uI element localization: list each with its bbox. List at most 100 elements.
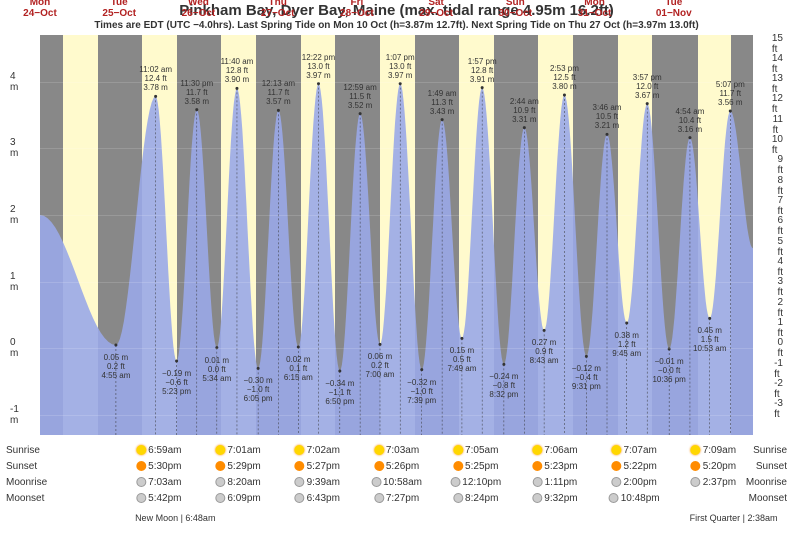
tide-extremum-label: 3:57 pm12.0 ft3.67 m (633, 73, 662, 100)
day-header: Tue25−Oct (80, 0, 159, 19)
sunrise-row: SunriseSunrise6:59am7:01am7:02am7:03am7:… (0, 445, 793, 461)
y-tick-m: 4 m (10, 71, 18, 93)
moonset-time: 10:48pm (609, 493, 660, 504)
moonrise-icon (450, 477, 460, 487)
tide-extremum-label: 1:07 pm13.0 ft3.97 m (386, 53, 415, 80)
moonrise-time: 10:58am (371, 477, 422, 488)
sunrise-time: 7:09am (691, 445, 736, 456)
y-tick-m: 1 m (10, 271, 18, 293)
day-header: Fri28−Oct (317, 0, 396, 19)
sunset-icon (532, 461, 542, 471)
moonrise-icon (136, 477, 146, 487)
sunrise-icon (215, 445, 225, 455)
moonrise-row: Moonrise Moonrise 7:03am 8:20am 9:39am 10:58a… (0, 477, 793, 493)
tide-extremum-label: 0.15 m0.5 ft7:49 am (447, 346, 476, 373)
y-tick-ft: 2 ft (777, 297, 783, 319)
y-tick-m: 3 m (10, 137, 18, 159)
y-tick-ft: 12 ft (772, 93, 783, 115)
tide-extremum-label: 0.27 m0.9 ft8:43 am (530, 338, 559, 365)
y-tick-ft: -3 ft (774, 398, 783, 420)
y-tick-ft: 14 ft (772, 53, 783, 75)
moonset-icon (374, 493, 384, 503)
tide-extremum-label: −0.24 m−0.8 ft8:32 pm (489, 372, 518, 399)
moonset-time: 7:27pm (374, 493, 419, 504)
moonset-time: 9:32pm (532, 493, 577, 504)
sunset-icon (611, 461, 621, 471)
sunrise-icon (136, 445, 146, 455)
tide-extremum-label: 2:44 am10.9 ft3.31 m (510, 97, 539, 124)
day-header: Thu27−Oct (238, 0, 317, 19)
sunrise-label: Sunrise (753, 445, 787, 456)
moonset-row: MoonsetMoonset5:42pm6:09pm6:43pm7:27pm8:… (0, 493, 793, 509)
moonrise-time: 12:10pm (450, 477, 501, 488)
sunrise-time: 7:06am (532, 445, 577, 456)
sunset-icon (691, 461, 701, 471)
tide-extremum-label: −0.19 m−0.6 ft5:23 pm (162, 369, 191, 396)
moonrise-time: 2:00pm (611, 477, 656, 488)
sunrise-time: 7:01am (215, 445, 260, 456)
y-tick-m: 2 m (10, 204, 18, 226)
tide-extremum-label: 1:49 am11.3 ft3.43 m (428, 89, 457, 116)
moonset-label: Moonset (6, 493, 44, 504)
tide-extremum-label: 4:54 am10.4 ft3.16 m (675, 107, 704, 134)
day-header: Wed26−Oct (159, 0, 238, 19)
tide-extremum-label: 0.02 m0.1 ft6:15 am (284, 355, 313, 382)
sunset-time: 5:23pm (532, 461, 577, 472)
tide-extremum-label: 0.05 m0.2 ft4:55 am (101, 353, 130, 380)
moonset-label: Moonset (749, 493, 787, 504)
y-tick-ft: 1 ft (777, 317, 783, 339)
y-tick-ft: 8 ft (777, 175, 783, 197)
moonrise-label: Moonrise (746, 477, 787, 488)
y-tick-ft: 3 ft (777, 276, 783, 298)
sunset-time: 5:25pm (453, 461, 498, 472)
tide-extremum-label: 11:02 am12.4 ft3.78 m (139, 65, 172, 92)
y-tick-ft: 10 ft (772, 134, 783, 156)
moonset-time: 5:42pm (136, 493, 181, 504)
y-tick-ft: -2 ft (774, 378, 783, 400)
tide-extremum-label: 2:53 pm12.5 ft3.80 m (550, 64, 579, 91)
sunrise-icon (374, 445, 384, 455)
sunrise-icon (611, 445, 621, 455)
moonrise-label: Moonrise (6, 477, 47, 488)
y-tick-ft: 4 ft (777, 256, 783, 278)
moonset-time: 6:09pm (215, 493, 260, 504)
y-tick-ft: 13 ft (772, 73, 783, 95)
y-tick-ft: 15 ft (772, 33, 783, 55)
moonrise-time: 8:20am (215, 477, 260, 488)
sunrise-icon (453, 445, 463, 455)
tide-extremum-label: 1:57 pm12.8 ft3.91 m (468, 57, 497, 84)
tide-extremum-label: 12:13 am11.7 ft3.57 m (262, 79, 295, 106)
sunset-time: 5:30pm (136, 461, 181, 472)
sunset-time: 5:20pm (691, 461, 736, 472)
tide-extremum-label: 12:22 pm13.0 ft3.97 m (302, 53, 335, 80)
sunrise-time: 7:03am (374, 445, 419, 456)
sunset-icon (136, 461, 146, 471)
y-tick-m: -1 m (10, 404, 19, 426)
sunset-time: 5:22pm (611, 461, 656, 472)
sunrise-time: 6:59am (136, 445, 181, 456)
sunset-time: 5:27pm (295, 461, 340, 472)
moonset-icon (453, 493, 463, 503)
tide-extremum-label: 11:30 pm11.7 ft3.58 m (180, 79, 213, 106)
sunrise-icon (691, 445, 701, 455)
y-tick-ft: 0 ft (777, 337, 783, 359)
moonrise-icon (611, 477, 621, 487)
moonrise-time: 9:39am (295, 477, 340, 488)
moonrise-time: 2:37pm (691, 477, 736, 488)
moon-phase-label: First Quarter | 2:38am (690, 513, 778, 523)
day-header: Mon24−Oct (1, 0, 80, 19)
moonrise-time: 7:03am (136, 477, 181, 488)
y-tick-ft: -1 ft (774, 358, 783, 380)
sunset-time: 5:26pm (374, 461, 419, 472)
sunrise-time: 7:05am (453, 445, 498, 456)
tide-extremum-label: −0.30 m−1.0 ft6:05 pm (244, 376, 273, 403)
sunset-row: SunsetSunset5:30pm5:29pm5:27pm5:26pm5:25… (0, 461, 793, 477)
sunrise-time: 7:02am (295, 445, 340, 456)
sunset-label: Sunset (6, 461, 37, 472)
tide-extremum-label: −0.01 m−0.0 ft10:36 pm (652, 357, 685, 384)
tide-extremum-label: 3:46 am10.5 ft3.21 m (593, 103, 622, 130)
y-tick-ft: 5 ft (777, 236, 783, 258)
moonset-icon (136, 493, 146, 503)
moonset-icon (295, 493, 305, 503)
day-header: Sun30−Oct (476, 0, 555, 19)
